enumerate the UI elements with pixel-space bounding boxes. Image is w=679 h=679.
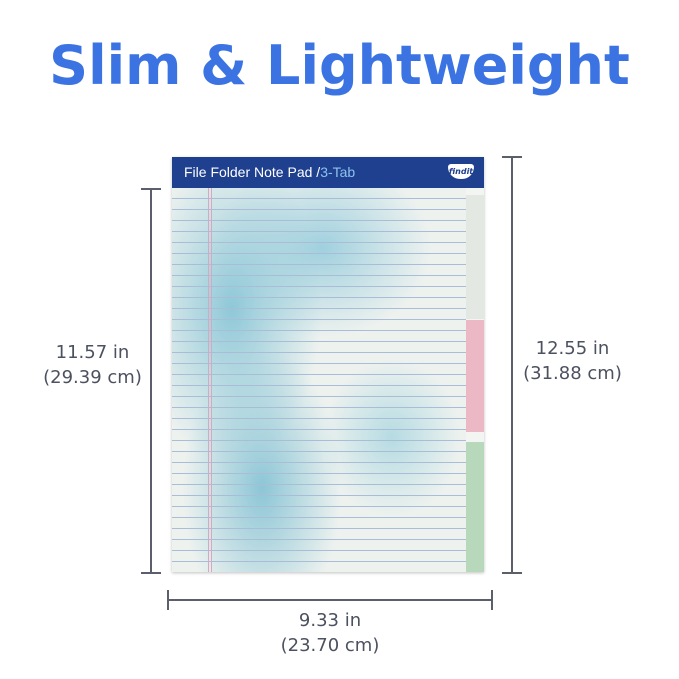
dimension-inches: 12.55 in <box>535 338 610 359</box>
separator: / <box>316 164 321 180</box>
pad-header: File Folder Note Pad /3-Tab findit <box>172 157 484 188</box>
headline: Slim & Lightweight <box>49 34 630 97</box>
right-dimension-label: 12.55 in (31.88 cm) <box>505 336 640 386</box>
dimension-cm: (31.88 cm) <box>523 363 622 384</box>
tab-pink <box>466 320 484 432</box>
dimension-cap <box>141 572 161 574</box>
bottom-dimension-line <box>167 599 493 601</box>
dimension-cm: (23.70 cm) <box>280 635 380 656</box>
dimension-inches: 9.33 in <box>298 610 362 631</box>
left-dimension-label: 11.57 in (29.39 cm) <box>20 340 165 390</box>
lined-paper <box>172 188 466 572</box>
dimension-cap <box>491 590 493 610</box>
tab-grey <box>466 195 484 319</box>
dimension-cm: (29.39 cm) <box>43 367 142 388</box>
margin-line <box>211 188 212 572</box>
dimension-cap <box>502 156 522 158</box>
product-name: File Folder Note Pad <box>184 164 313 180</box>
brand-logo: findit <box>448 164 474 179</box>
dimension-cap <box>502 572 522 574</box>
tab-green <box>466 442 484 572</box>
bottom-dimension-label: 9.33 in (23.70 cm) <box>255 608 405 658</box>
note-pad-image: File Folder Note Pad /3-Tab findit <box>172 157 484 572</box>
right-dimension-line <box>511 156 513 574</box>
left-dimension-line <box>150 188 152 574</box>
pad-title: File Folder Note Pad /3-Tab <box>184 164 355 180</box>
product-variant: 3-Tab <box>320 164 356 180</box>
dimension-cap <box>167 590 169 610</box>
margin-line <box>208 188 209 572</box>
dimension-inches: 11.57 in <box>55 342 130 363</box>
dimension-cap <box>141 188 161 190</box>
